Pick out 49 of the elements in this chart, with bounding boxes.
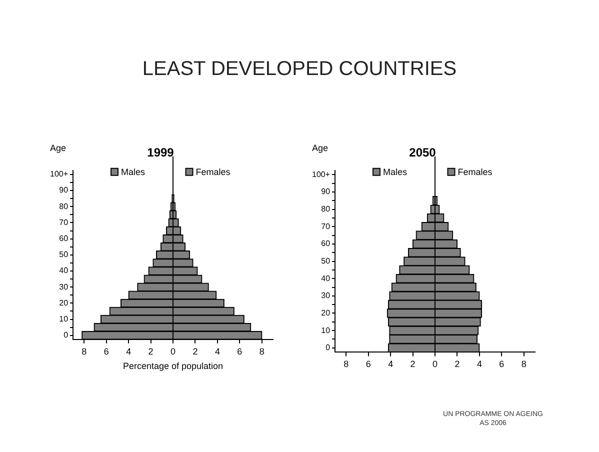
- x-tick-label: 4: [388, 359, 394, 370]
- x-tick-label: 2: [410, 359, 416, 370]
- y-tick-label: 0: [64, 330, 69, 340]
- y-tick-label: 20: [321, 308, 331, 318]
- y-tick-label: 100+: [312, 170, 330, 179]
- y-tick-label: 50: [59, 250, 69, 260]
- x-tick-label: 6: [499, 359, 504, 370]
- y-tick-label: 60: [321, 239, 331, 248]
- y-tick-label: 30: [321, 291, 331, 300]
- text: LEAST DEVELOPED COUNTRIES: [141, 58, 458, 81]
- x-tick-label: 0: [432, 359, 438, 370]
- chart-title: 2050: [409, 146, 436, 160]
- y-tick-label: 50: [321, 256, 331, 266]
- legend-label: Males: [383, 166, 408, 177]
- legend-label: Males: [121, 166, 146, 177]
- y-tick-label: 80: [321, 204, 331, 214]
- y-tick-label: 40: [321, 274, 331, 283]
- x-axis-title: Percentage of population: [122, 361, 224, 372]
- legend-label: Females: [196, 166, 231, 177]
- y-axis-title: Age: [312, 142, 328, 153]
- x-tick-label: 4: [476, 359, 482, 370]
- y-tick-label: 100+: [50, 170, 68, 179]
- y-tick-label: 90: [59, 186, 69, 195]
- y-tick-label: 90: [321, 187, 331, 196]
- x-tick-label: 4: [214, 346, 220, 356]
- chart-title: 1999: [147, 146, 174, 160]
- y-tick-label: 10: [321, 326, 331, 335]
- x-tick-label: 0: [170, 346, 176, 356]
- x-tick-label: 8: [521, 359, 526, 370]
- y-tick-label: 70: [321, 222, 331, 231]
- x-tick-label: 2: [192, 346, 198, 356]
- x-tick-label: 4: [126, 346, 132, 356]
- y-tick-label: 20: [59, 298, 69, 308]
- x-tick-label: 2: [454, 359, 460, 370]
- x-tick-label: 6: [366, 359, 371, 370]
- x-tick-label: 6: [237, 346, 242, 356]
- y-tick-label: 40: [59, 266, 69, 276]
- y-tick-label: 70: [59, 218, 69, 227]
- y-tick-label: 60: [59, 234, 69, 244]
- x-tick-label: 2: [148, 346, 154, 356]
- x-tick-label: 6: [104, 346, 109, 356]
- x-tick-label: 8: [259, 346, 264, 356]
- legend-label: Females: [458, 166, 493, 177]
- y-tick-label: 30: [59, 282, 69, 292]
- x-tick-label: 8: [82, 346, 87, 356]
- y-tick-label: 10: [59, 314, 69, 324]
- x-tick-label: 8: [344, 359, 349, 370]
- y-axis-title: Age: [50, 142, 66, 153]
- y-tick-label: 80: [59, 202, 69, 211]
